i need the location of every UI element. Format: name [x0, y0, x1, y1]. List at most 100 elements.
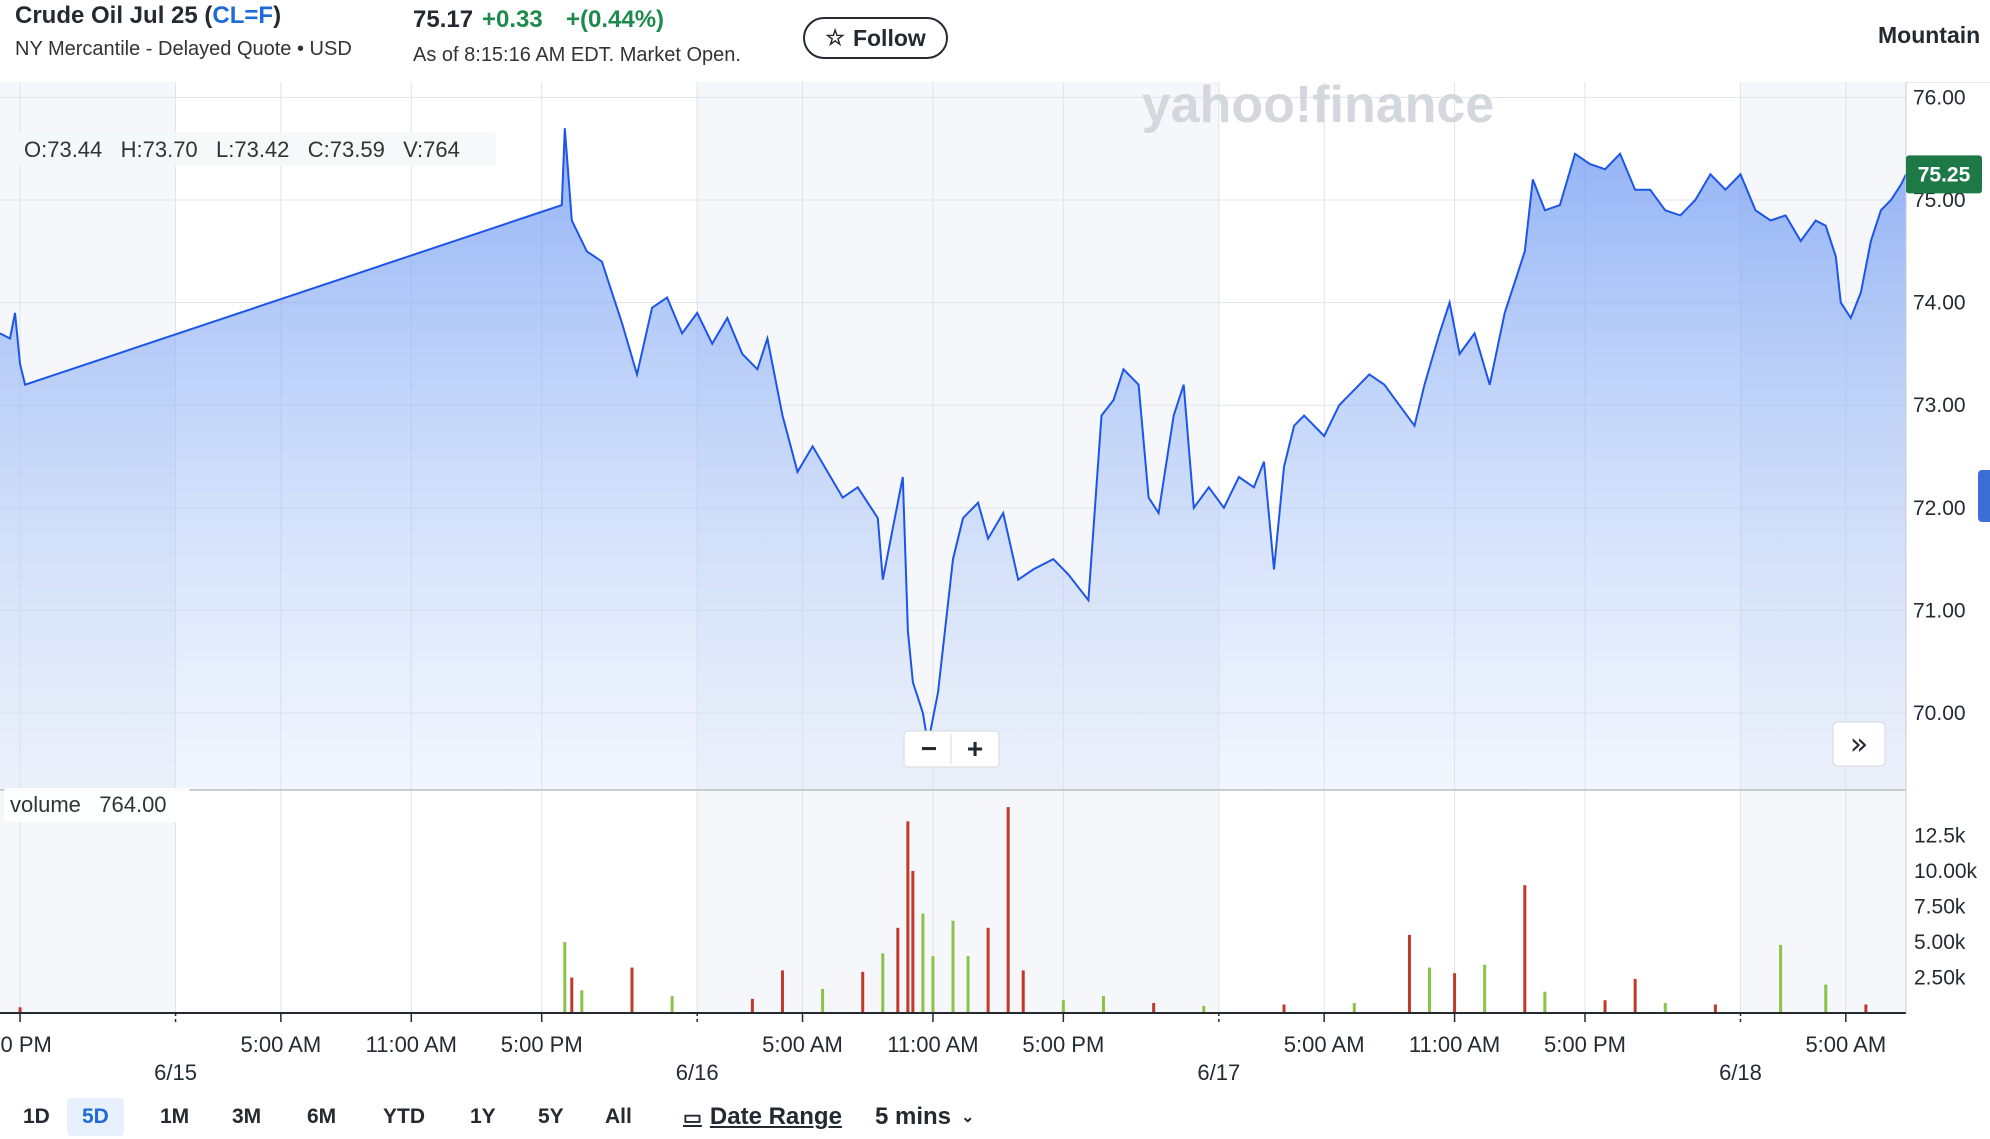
title-suffix: )	[273, 2, 282, 29]
title-text: Crude Oil Jul 25 (	[15, 2, 213, 29]
price-change: +0.33	[482, 6, 543, 33]
calendar-icon: ▭	[683, 1106, 702, 1129]
follow-button[interactable]: ☆ Follow	[803, 17, 948, 59]
volume-bar	[906, 821, 910, 1013]
volume-bar	[881, 953, 885, 1013]
zoom-in-button[interactable]: +	[967, 733, 983, 764]
volume-bar	[1152, 1003, 1156, 1013]
volume-bar	[1453, 973, 1457, 1013]
symbol-link[interactable]: CL=F	[212, 2, 274, 29]
volume-bar	[1202, 1005, 1206, 1013]
chevron-double-right-icon: »	[1850, 727, 1868, 762]
x-date-label: 6/17	[1197, 1060, 1240, 1085]
volume-bar	[630, 967, 634, 1013]
y-tick-label: 70.00	[1913, 702, 1966, 725]
current-price-badge: 75.25	[1906, 155, 1982, 194]
volume-bar	[563, 942, 567, 1013]
quote-header: Crude Oil Jul 25 (CL=F) NY Mercantile - …	[0, 0, 1990, 83]
volume-bar	[1483, 964, 1487, 1013]
volume-axis-ticks: 12.5k 10.00k 7.50k 5.00k 2.50k	[1914, 825, 1978, 990]
volume-bar	[1713, 1004, 1717, 1013]
volume-bar	[951, 920, 955, 1013]
range-button-3m[interactable]: 3M	[232, 1105, 262, 1128]
x-tick-label: 00 PM	[0, 1032, 52, 1057]
price-change-pct: +(0.44%)	[566, 6, 665, 33]
zoom-controls[interactable]: − +	[903, 730, 1000, 768]
volume-bar	[1603, 1000, 1607, 1013]
x-tick-label: 11:00 AM	[366, 1032, 457, 1057]
volume-bar	[1543, 991, 1547, 1013]
star-icon: ☆	[825, 25, 845, 50]
x-tick-label: 11:00 AM	[1409, 1032, 1500, 1057]
range-button-ytd[interactable]: YTD	[383, 1105, 425, 1128]
x-tick-label: 5:00 PM	[1544, 1032, 1626, 1057]
interval-label: 5 mins	[875, 1103, 952, 1130]
volume-bar	[911, 871, 915, 1013]
price-area	[0, 128, 1906, 790]
y-tick-label: 75.00	[1913, 189, 1966, 212]
volume-bar	[1352, 1003, 1356, 1013]
volume-bar	[580, 990, 584, 1013]
volume-tick-label: 10.00k	[1914, 860, 1978, 883]
chevron-down-icon: ⌄	[961, 1109, 975, 1126]
expand-button[interactable]: »	[1832, 721, 1886, 767]
x-tick-label: 5:00 AM	[241, 1032, 322, 1057]
volume-tick-label: 5.00k	[1914, 931, 1966, 954]
volume-bar	[1021, 970, 1025, 1013]
volume-bar	[1061, 1000, 1065, 1013]
follow-label: Follow	[852, 24, 926, 51]
x-date-label: 6/16	[676, 1060, 719, 1085]
volume-bar	[780, 970, 784, 1013]
volume-bar	[1523, 885, 1527, 1013]
price-chart[interactable]: yahoo!finance 76.0075.0074.0073.0072.007…	[0, 82, 1990, 1088]
side-panel-toggle[interactable]	[1978, 470, 1990, 522]
date-range-button[interactable]: ▭ Date Range	[683, 1098, 842, 1136]
volume-bar	[1006, 807, 1010, 1013]
volume-bar	[896, 927, 900, 1013]
volume-bar	[18, 1007, 22, 1013]
x-tick-label: 5:00 AM	[1805, 1032, 1886, 1057]
range-button-1d[interactable]: 1D	[23, 1105, 50, 1128]
current-price-text: 75.25	[1918, 163, 1971, 186]
yahoo-finance-watermark: yahoo!finance	[1142, 82, 1495, 134]
interval-select[interactable]: 5 mins ⌄	[875, 1098, 974, 1136]
volume-bar	[1282, 1004, 1286, 1013]
volume-bar	[921, 913, 925, 1013]
volume-bar	[861, 971, 865, 1013]
y-tick-label: 71.00	[1913, 599, 1966, 622]
y-tick-label: 76.00	[1913, 86, 1966, 109]
range-button-1m[interactable]: 1M	[160, 1105, 190, 1128]
last-price: 75.17	[413, 6, 474, 33]
volume-tick-label: 2.50k	[1914, 967, 1966, 990]
range-button-1y[interactable]: 1Y	[470, 1105, 496, 1128]
exchange-info: NY Mercantile - Delayed Quote • USD	[15, 38, 352, 60]
volume-bar	[1633, 978, 1637, 1013]
volume-bar	[1779, 944, 1783, 1013]
ohlcv-box: O:73.44 H:73.70 L:73.42 C:73.59 V:764	[14, 132, 496, 166]
volume-bar	[1101, 995, 1105, 1013]
x-tick-label: 5:00 PM	[501, 1032, 583, 1057]
volume-bar	[570, 977, 574, 1013]
price-line	[0, 128, 1907, 744]
volume-bar	[986, 927, 990, 1013]
range-button-6m[interactable]: 6M	[307, 1105, 337, 1128]
range-button-5y[interactable]: 5Y	[538, 1105, 564, 1128]
zoom-out-button[interactable]: −	[921, 733, 937, 764]
volume-bar	[750, 998, 754, 1013]
x-tick-label: 5:00 AM	[1284, 1032, 1365, 1057]
volume-bar	[931, 956, 935, 1013]
volume-bar	[1864, 1004, 1868, 1013]
y-axis-ticks: 76.00 75.00 74.00 73.00 72.00 71.00 70.00	[1913, 86, 1966, 725]
x-date-label: 6/18	[1719, 1060, 1762, 1085]
ohlcv-text: O:73.44 H:73.70 L:73.42 C:73.59 V:764	[24, 137, 460, 162]
range-button-all[interactable]: All	[605, 1105, 632, 1128]
date-range-label: Date Range	[709, 1103, 842, 1130]
volume-bar	[966, 956, 970, 1013]
y-tick-label: 72.00	[1913, 497, 1966, 520]
x-tick-label: 5:00 AM	[762, 1032, 843, 1057]
volume-bars	[18, 807, 1868, 1013]
timezone-label: Mountain	[1878, 22, 1981, 48]
x-tick-label: 5:00 PM	[1022, 1032, 1104, 1057]
range-button-5d[interactable]: 5D	[67, 1098, 124, 1136]
volume-label-box: volume 764.00	[4, 788, 190, 822]
